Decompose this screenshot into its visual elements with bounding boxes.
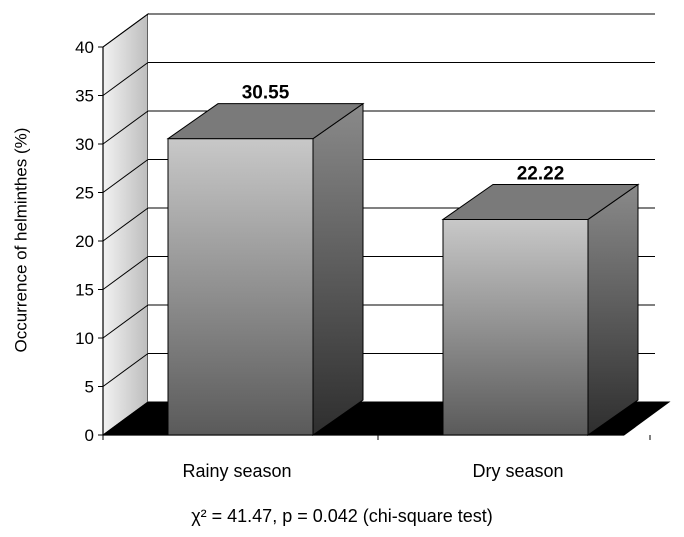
y-tick-label: 20 bbox=[75, 232, 94, 251]
gridline-diagonal bbox=[102, 304, 149, 339]
bar-top bbox=[441, 183, 640, 220]
bar bbox=[441, 183, 640, 436]
gridline-diagonal bbox=[102, 353, 149, 387]
y-tick-label: 5 bbox=[85, 378, 94, 397]
statistical-test-note: χ² = 41.47, p = 0.042 (chi-square test) bbox=[191, 506, 493, 526]
gridline-diagonal bbox=[102, 62, 149, 96]
y-tick-label: 40 bbox=[75, 38, 94, 57]
data-labels: 30.55 22.22 bbox=[242, 83, 565, 185]
x-category-label: Dry season bbox=[472, 461, 563, 481]
gridline-diagonal bbox=[102, 256, 149, 290]
y-tick-label: 10 bbox=[75, 329, 94, 348]
y-tick-label: 30 bbox=[75, 135, 94, 154]
data-label: 22.22 bbox=[517, 163, 565, 184]
y-tick-label: 15 bbox=[75, 281, 94, 300]
y-tick-label: 35 bbox=[75, 87, 94, 106]
bar-front bbox=[442, 218, 589, 436]
gridline-diagonal bbox=[102, 13, 149, 48]
gridline-diagonal bbox=[102, 207, 149, 242]
bar-top bbox=[166, 103, 365, 140]
bar-side bbox=[312, 102, 364, 436]
data-label: 30.55 bbox=[242, 83, 290, 104]
gridline-diagonal bbox=[102, 159, 149, 193]
bars bbox=[166, 102, 640, 436]
y-tick-label: 25 bbox=[75, 184, 94, 203]
x-category-label: Rainy season bbox=[182, 461, 291, 481]
y-axis-label: Occurrence of helminthes (%) bbox=[11, 128, 30, 353]
bar-side bbox=[587, 183, 639, 436]
bar-front bbox=[167, 138, 314, 436]
gridline-diagonal bbox=[102, 110, 149, 145]
y-tick-label: 0 bbox=[85, 426, 94, 445]
bar bbox=[166, 102, 365, 436]
